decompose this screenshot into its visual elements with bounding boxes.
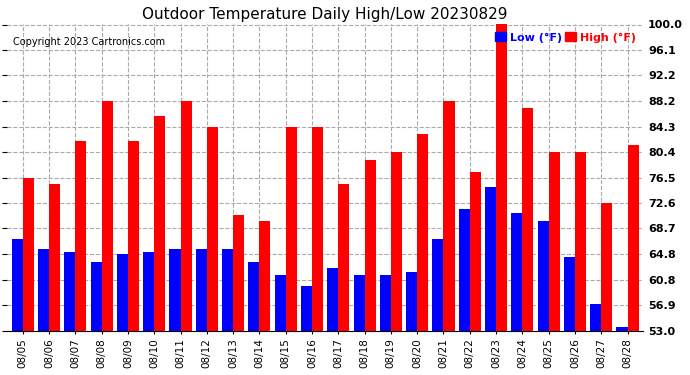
Bar [259,221,270,330]
Legend: Low (°F), High (°F): Low (°F), High (°F) [493,30,638,45]
Bar [364,160,375,330]
Bar [616,327,627,330]
Bar [64,252,75,330]
Bar [222,249,233,330]
Bar [380,275,391,330]
Bar [338,184,349,330]
Bar [38,249,49,330]
Bar [90,262,101,330]
Bar [627,145,638,330]
Bar [49,184,60,330]
Bar [511,213,522,330]
Bar [601,203,612,330]
Bar [275,275,286,330]
Text: Copyright 2023 Cartronics.com: Copyright 2023 Cartronics.com [13,37,166,47]
Bar [470,172,481,330]
Bar [143,252,154,330]
Bar [575,152,586,330]
Bar [459,209,470,330]
Bar [353,275,364,330]
Bar [485,187,496,330]
Bar [391,152,402,330]
Bar [549,152,560,330]
Bar [406,272,417,330]
Bar [301,286,312,330]
Bar [417,134,428,330]
Bar [128,141,139,330]
Bar [590,304,601,330]
Bar [538,221,549,330]
Bar [207,127,218,330]
Bar [154,116,165,330]
Bar [196,249,207,330]
Bar [444,101,455,330]
Bar [312,127,323,330]
Bar [101,101,112,330]
Bar [117,254,128,330]
Bar [286,127,297,330]
Bar [75,141,86,330]
Title: Outdoor Temperature Daily High/Low 20230829: Outdoor Temperature Daily High/Low 20230… [142,7,508,22]
Bar [170,249,181,330]
Bar [181,101,192,330]
Bar [496,24,507,330]
Bar [522,108,533,330]
Bar [23,177,34,330]
Bar [12,239,23,330]
Bar [433,239,444,330]
Bar [248,262,259,330]
Bar [564,257,575,330]
Bar [327,268,338,330]
Bar [233,215,244,330]
